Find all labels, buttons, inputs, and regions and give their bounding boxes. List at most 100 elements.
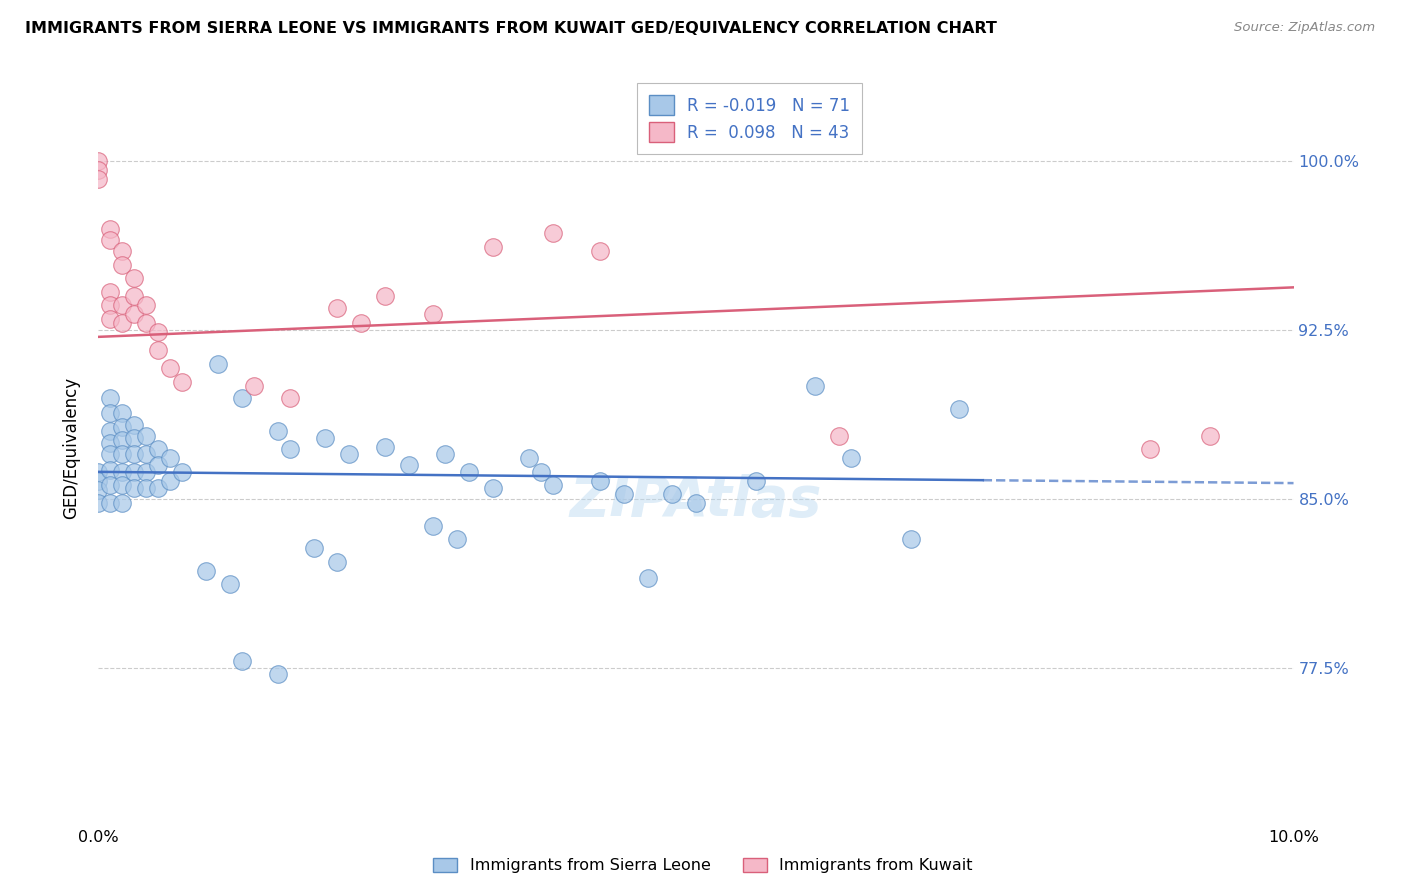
Point	[111, 298, 134, 312]
Point	[87, 483, 110, 497]
Point	[135, 465, 157, 479]
Point	[374, 289, 396, 303]
Point	[804, 379, 827, 393]
Point	[98, 406, 122, 420]
Point	[446, 533, 468, 547]
Y-axis label: GED/Equivalency: GED/Equivalency	[62, 377, 80, 519]
Point	[422, 519, 444, 533]
Point	[148, 481, 170, 495]
Point	[135, 481, 157, 495]
Point	[661, 487, 683, 501]
Point	[148, 326, 170, 340]
Point	[98, 478, 122, 492]
Point	[374, 440, 396, 454]
Point	[315, 431, 337, 445]
Text: Source: ZipAtlas.com: Source: ZipAtlas.com	[1234, 21, 1375, 35]
Point	[339, 447, 361, 461]
Point	[98, 425, 122, 439]
Point	[87, 163, 110, 178]
Point	[458, 465, 481, 479]
Point	[589, 244, 612, 259]
Point	[124, 481, 146, 495]
Point	[219, 577, 242, 591]
Point	[637, 571, 659, 585]
Point	[530, 465, 553, 479]
Point	[135, 298, 157, 312]
Point	[541, 478, 564, 492]
Point	[613, 487, 636, 501]
Point	[482, 481, 505, 495]
Point	[900, 533, 922, 547]
Point	[326, 555, 349, 569]
Point	[172, 465, 194, 479]
Point	[326, 301, 349, 315]
Point	[267, 667, 290, 681]
Point	[434, 447, 457, 461]
Point	[172, 375, 194, 389]
Point	[1139, 442, 1161, 457]
Point	[111, 258, 134, 272]
Point	[135, 317, 157, 331]
Point	[111, 496, 134, 510]
Point	[98, 222, 122, 236]
Point	[267, 425, 290, 439]
Point	[948, 401, 970, 416]
Point	[124, 431, 146, 445]
Point	[231, 391, 253, 405]
Point	[87, 465, 110, 479]
Text: IMMIGRANTS FROM SIERRA LEONE VS IMMIGRANTS FROM KUWAIT GED/EQUIVALENCY CORRELATI: IMMIGRANTS FROM SIERRA LEONE VS IMMIGRAN…	[25, 21, 997, 37]
Point	[111, 478, 134, 492]
Point	[350, 317, 373, 331]
Point	[87, 496, 110, 510]
Point	[98, 391, 122, 405]
Text: ZIPAtlas: ZIPAtlas	[569, 474, 823, 528]
Point	[98, 496, 122, 510]
Point	[207, 357, 229, 371]
Point	[111, 317, 134, 331]
Point	[87, 172, 110, 186]
Point	[111, 244, 134, 259]
Point	[159, 474, 181, 488]
Point	[124, 271, 146, 285]
Point	[159, 451, 181, 466]
Point	[841, 451, 863, 466]
Point	[398, 458, 420, 472]
Point	[135, 429, 157, 443]
Point	[98, 285, 122, 299]
Point	[111, 434, 134, 448]
Point	[278, 442, 301, 457]
Point	[98, 447, 122, 461]
Point	[302, 541, 325, 556]
Point	[98, 298, 122, 312]
Point	[98, 435, 122, 450]
Point	[124, 465, 146, 479]
Point	[124, 417, 146, 432]
Point	[148, 343, 170, 358]
Legend: Immigrants from Sierra Leone, Immigrants from Kuwait: Immigrants from Sierra Leone, Immigrants…	[426, 851, 980, 880]
Point	[541, 227, 564, 241]
Point	[1199, 429, 1222, 443]
Point	[124, 307, 146, 321]
Point	[111, 465, 134, 479]
Point	[124, 289, 146, 303]
Point	[828, 429, 851, 443]
Point	[159, 361, 181, 376]
Point	[243, 379, 266, 393]
Point	[422, 307, 444, 321]
Point	[111, 420, 134, 434]
Point	[482, 240, 505, 254]
Point	[98, 311, 122, 326]
Legend: R = -0.019   N = 71, R =  0.098   N = 43: R = -0.019 N = 71, R = 0.098 N = 43	[637, 84, 862, 154]
Point	[589, 474, 612, 488]
Point	[517, 451, 540, 466]
Point	[124, 447, 146, 461]
Point	[111, 447, 134, 461]
Point	[98, 462, 122, 476]
Point	[685, 496, 707, 510]
Point	[745, 474, 768, 488]
Point	[87, 474, 110, 488]
Point	[148, 458, 170, 472]
Point	[148, 442, 170, 457]
Point	[98, 233, 122, 247]
Point	[278, 391, 301, 405]
